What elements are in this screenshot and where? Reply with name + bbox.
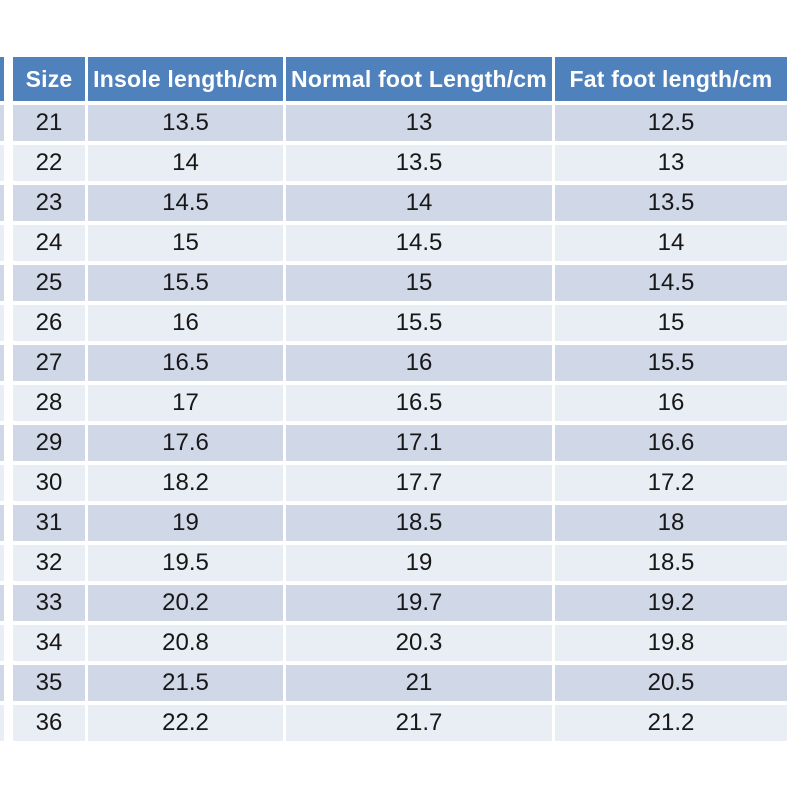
value-cell: 16 [88,305,283,341]
size-cell: 24 [13,225,85,261]
table-row: 33 20.2 19.7 19.2 [13,585,787,621]
size-cell: 28 [13,385,85,421]
value-cell: 15 [286,265,552,301]
size-cell: 27 [13,345,85,381]
value-cell: 14.5 [286,225,552,261]
table-row: 26 16 15.5 15 [13,305,787,341]
value-cell: 15.5 [555,345,787,381]
size-cell: 21 [13,105,85,141]
column-header: Size [13,57,85,101]
column-header: Fat foot length/cm [555,57,787,101]
value-cell: 21.7 [286,705,552,741]
value-cell: 20.8 [88,625,283,661]
size-cell: 25 [13,265,85,301]
table-row: 31 19 18.5 18 [13,505,787,541]
size-cell: 23 [13,185,85,221]
value-cell: 20.3 [286,625,552,661]
value-cell: 16 [286,345,552,381]
column-header: Insole length/cm [88,57,283,101]
value-cell: 17.1 [286,425,552,461]
table-row: 28 17 16.5 16 [13,385,787,421]
size-cell: 30 [13,465,85,501]
value-cell: 18.5 [286,505,552,541]
size-cell: 33 [13,585,85,621]
value-cell: 19 [286,545,552,581]
value-cell: 14.5 [555,265,787,301]
value-cell: 19.5 [88,545,283,581]
shoe-size-chart-table: Size Insole length/cm Normal foot Length/c… [10,53,790,745]
left-edge-cropped-column-rows-sliver [0,105,4,741]
size-cell: 34 [13,625,85,661]
value-cell: 14.5 [88,185,283,221]
size-cell: 26 [13,305,85,341]
value-cell: 21 [286,665,552,701]
value-cell: 21.2 [555,705,787,741]
table-row: 27 16.5 16 15.5 [13,345,787,381]
value-cell: 12.5 [555,105,787,141]
size-cell: 36 [13,705,85,741]
value-cell: 17 [88,385,283,421]
value-cell: 13.5 [88,105,283,141]
value-cell: 15 [555,305,787,341]
table-row: 29 17.6 17.1 16.6 [13,425,787,461]
value-cell: 13.5 [286,145,552,181]
value-cell: 19.8 [555,625,787,661]
size-cell: 32 [13,545,85,581]
value-cell: 16.5 [88,345,283,381]
value-cell: 18.5 [555,545,787,581]
value-cell: 17.7 [286,465,552,501]
value-cell: 21.5 [88,665,283,701]
value-cell: 16 [555,385,787,421]
size-cell: 35 [13,665,85,701]
value-cell: 14 [555,225,787,261]
value-cell: 14 [88,145,283,181]
table-row: 22 14 13.5 13 [13,145,787,181]
column-header: Normal foot Length/cm [286,57,552,101]
left-edge-cropped-column-header-sliver [0,57,4,101]
value-cell: 16.6 [555,425,787,461]
value-cell: 19.7 [286,585,552,621]
value-cell: 17.6 [88,425,283,461]
value-cell: 18.2 [88,465,283,501]
value-cell: 20.5 [555,665,787,701]
table-row: 23 14.5 14 13.5 [13,185,787,221]
value-cell: 13.5 [555,185,787,221]
size-cell: 22 [13,145,85,181]
value-cell: 19.2 [555,585,787,621]
value-cell: 15.5 [286,305,552,341]
table-row: 34 20.8 20.3 19.8 [13,625,787,661]
table-row: 25 15.5 15 14.5 [13,265,787,301]
value-cell: 13 [555,145,787,181]
value-cell: 22.2 [88,705,283,741]
size-cell: 29 [13,425,85,461]
table-row: 32 19.5 19 18.5 [13,545,787,581]
value-cell: 20.2 [88,585,283,621]
value-cell: 15.5 [88,265,283,301]
table-row: 24 15 14.5 14 [13,225,787,261]
value-cell: 18 [555,505,787,541]
value-cell: 13 [286,105,552,141]
table-body: 21 13.5 13 12.5 22 14 13.5 13 23 14.5 14 13.5 24 15 14… [13,105,787,741]
value-cell: 17.2 [555,465,787,501]
table-row: 35 21.5 21 20.5 [13,665,787,701]
table-row: 30 18.2 17.7 17.2 [13,465,787,501]
value-cell: 14 [286,185,552,221]
value-cell: 15 [88,225,283,261]
table-row: 21 13.5 13 12.5 [13,105,787,141]
value-cell: 19 [88,505,283,541]
table-header-row: Size Insole length/cm Normal foot Length/c… [13,57,787,101]
size-cell: 31 [13,505,85,541]
value-cell: 16.5 [286,385,552,421]
table-row: 36 22.2 21.7 21.2 [13,705,787,741]
